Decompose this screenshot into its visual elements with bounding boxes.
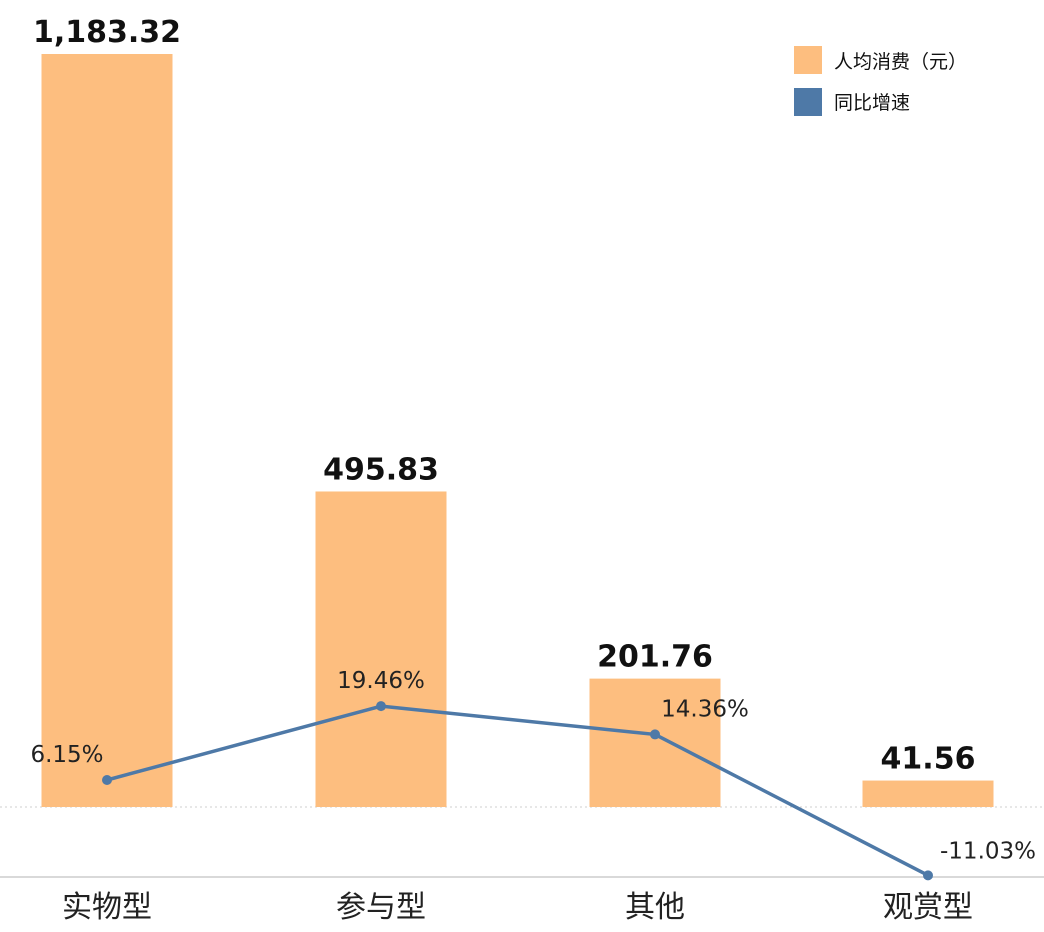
bar-value-label: 41.56 [881, 742, 976, 777]
line-point [650, 729, 660, 740]
line-value-labels: 6.15% 19.46% 14.36% -11.03% [30, 668, 1036, 864]
growth-line [106, 704, 929, 877]
bar-value-labels: 1,183.32 495.83 201.76 41.56 [33, 15, 975, 777]
legend: 人均消费（元） 同比增速 [794, 46, 967, 116]
line-value-label: -11.03% [940, 838, 1036, 864]
bar [315, 491, 447, 807]
bar [862, 780, 994, 807]
bar-value-label: 1,183.32 [33, 15, 181, 50]
line-series [102, 701, 933, 881]
line-point [923, 870, 933, 881]
x-axis-tick-labels: 实物型 参与型 其他 观赏型 [62, 890, 973, 925]
legend-label-bar: 人均消费（元） [834, 51, 967, 73]
legend-swatch-bar [794, 46, 822, 74]
x-axis-tick-label: 观赏型 [883, 890, 973, 925]
line-value-label: 6.15% [30, 742, 103, 768]
legend-swatch-line [794, 88, 822, 116]
legend-label-line: 同比增速 [834, 92, 910, 114]
bar [41, 54, 173, 807]
bar [589, 678, 721, 807]
bar-value-label: 201.76 [597, 640, 713, 675]
x-axis-tick-label: 实物型 [62, 890, 152, 925]
line-point [102, 775, 112, 785]
x-axis-tick-label: 参与型 [336, 890, 426, 925]
line-value-label: 19.46% [337, 668, 425, 694]
bar-series [41, 54, 994, 807]
bar-value-label: 495.83 [323, 452, 439, 487]
line-value-label: 14.36% [661, 696, 749, 722]
x-axis-tick-label: 其他 [625, 890, 685, 925]
line-point [376, 701, 386, 712]
